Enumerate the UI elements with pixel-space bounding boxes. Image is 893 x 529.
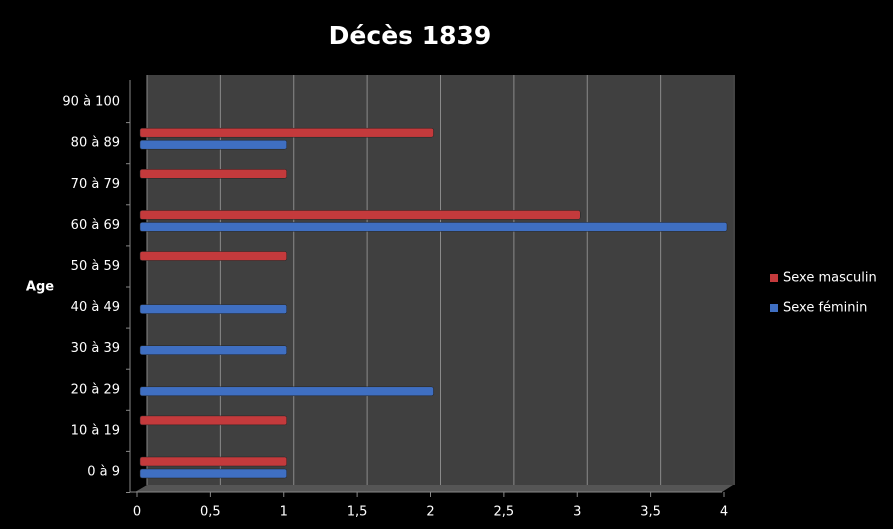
chart-title: Décès 1839 [329, 21, 492, 50]
bar [139, 415, 287, 426]
legend-label: Sexe masculin [783, 271, 877, 286]
y-tick-label: 30 à 39 [71, 341, 120, 356]
x-tick-label: 1,5 [347, 505, 368, 520]
bar [139, 251, 287, 261]
bar [139, 169, 287, 179]
y-tick-label: 40 à 49 [71, 300, 120, 315]
x-tick-label: 3 [573, 505, 581, 520]
bar [139, 386, 434, 397]
y-tick-label: 10 à 19 [71, 423, 120, 438]
y-tick-label: 0 à 9 [87, 465, 120, 480]
legend-label: Sexe féminin [783, 301, 867, 316]
bar [139, 456, 287, 467]
x-tick-label: 2 [426, 505, 434, 520]
y-axis-title: Age [26, 280, 54, 295]
y-tick-label: 80 à 89 [71, 136, 120, 151]
y-tick-label: 90 à 100 [62, 95, 120, 110]
bar [139, 345, 287, 355]
plot-floor [135, 485, 733, 492]
x-tick-label: 0 [133, 505, 141, 520]
x-tick-label: 3,5 [640, 505, 661, 520]
bar [139, 222, 728, 232]
bar [139, 304, 287, 314]
bar [139, 210, 581, 220]
y-tick-label: 60 à 69 [71, 218, 120, 233]
x-tick-label: 4 [720, 505, 728, 520]
y-tick-label: 70 à 79 [71, 177, 120, 192]
bar [139, 139, 287, 150]
bar [139, 127, 434, 138]
bar [139, 468, 287, 479]
x-tick-label: 0,5 [200, 505, 221, 520]
y-tick-label: 50 à 59 [71, 259, 120, 274]
legend-swatch [770, 274, 778, 282]
y-tick-label: 20 à 29 [71, 382, 120, 397]
x-tick-label: 1 [280, 505, 288, 520]
legend-swatch [770, 304, 778, 312]
x-tick-label: 2,5 [494, 505, 515, 520]
